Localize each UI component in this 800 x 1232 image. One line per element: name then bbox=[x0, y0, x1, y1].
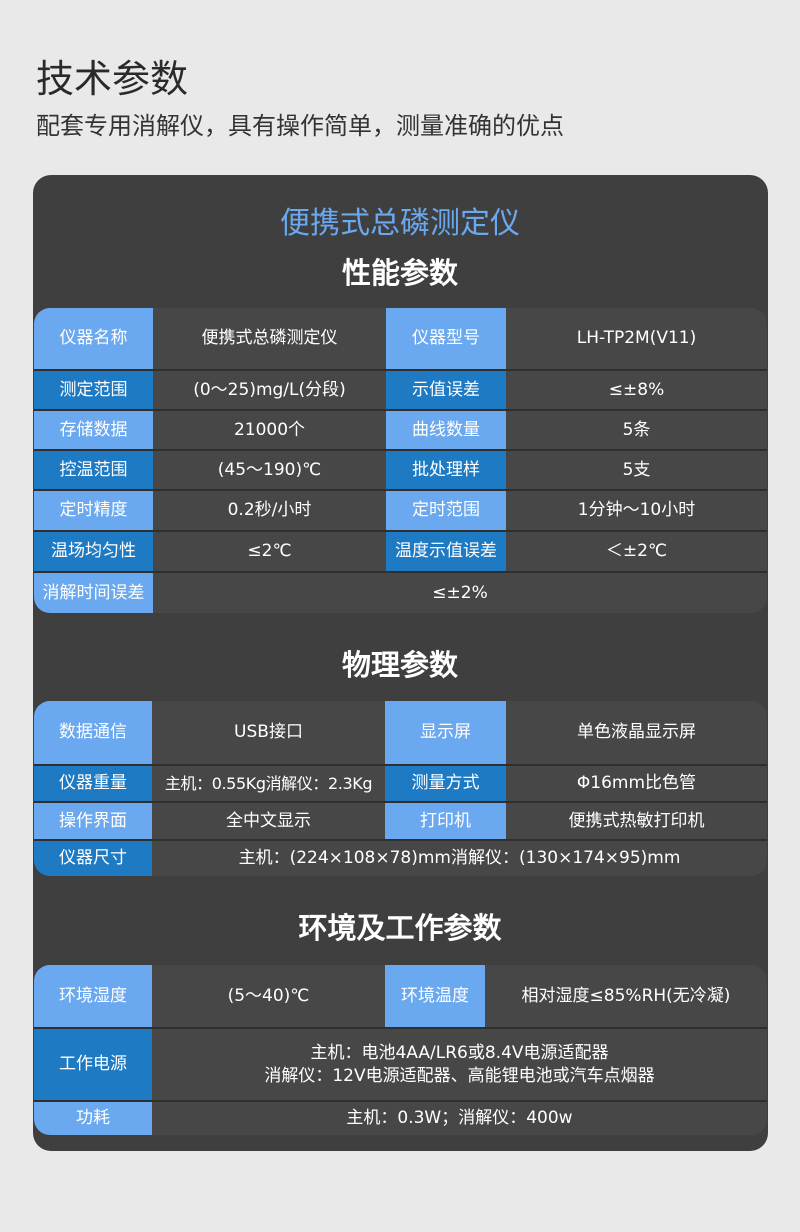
product-title: 便携式总磷测定仪 bbox=[280, 206, 520, 241]
label-cell: 显示屏 bbox=[385, 701, 506, 765]
label-cell: 环境温度 bbox=[385, 965, 485, 1028]
label-cell: 数据通信 bbox=[34, 701, 152, 765]
table-row: 控温范围 (45～190)℃ 批处理样 5支 bbox=[34, 449, 767, 490]
label-cell: 批处理样 bbox=[386, 449, 506, 490]
value-cell: ＜±2℃ bbox=[506, 530, 767, 572]
label-cell: 控温范围 bbox=[34, 449, 153, 490]
table-row: 环境湿度 (5～40)℃ 环境温度 相对湿度≤85%RH(无冷凝) bbox=[34, 965, 767, 1028]
value-cell: 1分钟～10小时 bbox=[506, 489, 767, 531]
table-row: 仪器重量 主机：0.55Kg消解仪：2.3Kg 测量方式 Φ16mm比色管 bbox=[34, 764, 767, 802]
table-row: 测定范围 (0～25)mg/L(分段) 示值误差 ≤±8% bbox=[34, 369, 767, 410]
table-row: 存储数据 21000个 曲线数量 5条 bbox=[34, 409, 767, 450]
label-cell: 功耗 bbox=[34, 1100, 152, 1135]
value-cell: 相对湿度≤85%RH(无冷凝) bbox=[485, 965, 767, 1028]
physical-table: 数据通信 USB接口 显示屏 单色液晶显示屏 仪器重量 主机：0.55Kg消解仪：2.3… bbox=[34, 701, 767, 876]
table-row: 仪器尺寸 主机：(224×108×78)mm消解仪：(130×174×95)mm bbox=[34, 839, 767, 876]
label-cell: 消解时间误差 bbox=[34, 571, 153, 613]
physical-title: 物理参数 bbox=[341, 648, 458, 682]
page-subtitle: 配套专用消解仪，具有操作简单，测量准确的优点 bbox=[36, 112, 564, 140]
performance-title: 性能参数 bbox=[341, 256, 458, 290]
value-line: 消解仪：12V电源适配器、高能锂电池或汽车点烟器 bbox=[264, 1065, 655, 1086]
value-cell: 主机：电池4AA/LR6或8.4V电源适配器 消解仪：12V电源适配器、高能锂电池… bbox=[152, 1027, 767, 1101]
value-cell: (45～190)℃ bbox=[153, 449, 386, 490]
environment-table: 环境湿度 (5～40)℃ 环境温度 相对湿度≤85%RH(无冷凝) 工作电源 主机：电池… bbox=[34, 965, 767, 1135]
label-cell: 仪器型号 bbox=[386, 308, 506, 370]
value-cell: 便携式热敏打印机 bbox=[506, 801, 767, 840]
label-cell: 工作电源 bbox=[34, 1027, 152, 1101]
value-cell: (5～40)℃ bbox=[152, 965, 385, 1028]
table-row: 数据通信 USB接口 显示屏 单色液晶显示屏 bbox=[34, 701, 767, 765]
label-cell: 仪器名称 bbox=[34, 308, 153, 370]
table-row: 定时精度 0.2秒/小时 定时范围 1分钟～10小时 bbox=[34, 489, 767, 531]
label-cell: 打印机 bbox=[385, 801, 506, 840]
value-cell: Φ16mm比色管 bbox=[506, 764, 767, 802]
label-cell: 定时范围 bbox=[386, 489, 506, 531]
environment-title: 环境及工作参数 bbox=[298, 911, 502, 945]
label-cell: 操作界面 bbox=[34, 801, 152, 840]
value-cell: 主机：(224×108×78)mm消解仪：(130×174×95)mm bbox=[152, 839, 767, 876]
value-cell: USB接口 bbox=[152, 701, 385, 765]
label-cell: 环境湿度 bbox=[34, 965, 152, 1028]
value-line: 主机：电池4AA/LR6或8.4V电源适配器 bbox=[310, 1042, 609, 1063]
label-cell: 定时精度 bbox=[34, 489, 153, 531]
value-cell: 便携式总磷测定仪 bbox=[153, 308, 386, 370]
value-cell: 主机：0.55Kg消解仪：2.3Kg bbox=[152, 764, 385, 802]
label-cell: 温场均匀性 bbox=[34, 530, 153, 572]
label-cell: 测定范围 bbox=[34, 369, 153, 410]
value-cell: (0～25)mg/L(分段) bbox=[153, 369, 386, 410]
label-cell: 示值误差 bbox=[386, 369, 506, 410]
table-row: 仪器名称 便携式总磷测定仪 仪器型号 LH-TP2M(V11) bbox=[34, 308, 767, 370]
value-cell: 21000个 bbox=[153, 409, 386, 450]
value-cell: ≤2℃ bbox=[153, 530, 386, 572]
value-cell: LH-TP2M(V11) bbox=[506, 308, 767, 370]
label-cell: 存储数据 bbox=[34, 409, 153, 450]
table-row: 工作电源 主机：电池4AA/LR6或8.4V电源适配器 消解仪：12V电源适配器、高… bbox=[34, 1027, 767, 1101]
performance-table: 仪器名称 便携式总磷测定仪 仪器型号 LH-TP2M(V11) 测定范围 (0～25)m… bbox=[34, 308, 767, 613]
label-cell: 曲线数量 bbox=[386, 409, 506, 450]
page-title: 技术参数 bbox=[36, 57, 189, 101]
value-cell: 5支 bbox=[506, 449, 767, 490]
table-row: 功耗 主机：0.3W；消解仪：400w bbox=[34, 1100, 767, 1135]
label-cell: 仪器重量 bbox=[34, 764, 152, 802]
value-cell: 全中文显示 bbox=[152, 801, 385, 840]
label-cell: 温度示值误差 bbox=[386, 530, 506, 572]
table-row: 操作界面 全中文显示 打印机 便携式热敏打印机 bbox=[34, 801, 767, 840]
value-cell: ≤±8% bbox=[506, 369, 767, 410]
value-cell: 单色液晶显示屏 bbox=[506, 701, 767, 765]
label-cell: 测量方式 bbox=[385, 764, 506, 802]
table-row: 温场均匀性 ≤2℃ 温度示值误差 ＜±2℃ bbox=[34, 530, 767, 572]
label-cell: 仪器尺寸 bbox=[34, 839, 152, 876]
value-cell: 主机：0.3W；消解仪：400w bbox=[152, 1100, 767, 1135]
value-cell: 5条 bbox=[506, 409, 767, 450]
table-row: 消解时间误差 ≤±2% bbox=[34, 571, 767, 613]
value-cell: 0.2秒/小时 bbox=[153, 489, 386, 531]
value-cell: ≤±2% bbox=[153, 571, 767, 613]
